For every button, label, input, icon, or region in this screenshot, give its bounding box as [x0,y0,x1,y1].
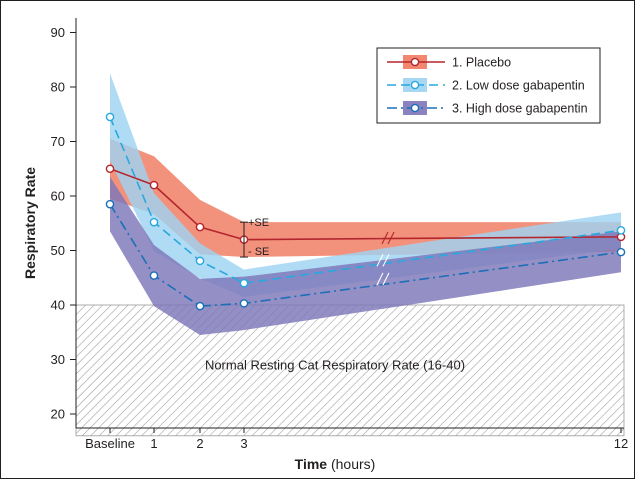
legend-label-2: 2. Low dose gabapentin [452,79,585,93]
break-mark [382,254,390,267]
point-series-2 [239,278,249,288]
se-lower-label: - SE [248,246,269,258]
point-series-2 [616,226,626,235]
y-tick-label: 90 [51,25,65,40]
point-series-3 [195,301,205,311]
y-axis-title: Respiratory Rate [22,167,38,279]
confidence-bands [110,73,621,335]
x-axis-title-unit: (hours) [327,456,375,472]
break-mark [387,231,395,245]
band-series-3 [110,176,621,335]
x-tick-label: 12 [614,436,628,451]
legend-label-1: 1. Placebo [452,56,511,70]
y-tick-label: 20 [51,407,65,422]
x-tick-label: 1 [150,436,157,451]
x-tick-label: Baseline [85,436,135,451]
point-series-3 [149,271,159,280]
break-mark [376,272,384,286]
legend-marker-3 [410,103,420,113]
point-series-1 [195,222,205,232]
x-tick-label: 3 [240,436,247,451]
x-ticks: Baseline 1 2 3 12 [85,428,628,451]
y-tick-label: 70 [51,134,65,149]
band-series-1 [110,138,621,258]
legend-label-3: 3. High dose gabapentin [452,102,588,116]
axis-break-marks [376,231,395,286]
point-series-1 [149,180,159,190]
break-mark [382,272,390,286]
y-ticks: 20 30 40 50 60 70 80 90 [51,25,76,422]
point-series-2 [149,217,159,227]
point-series-3 [105,199,115,209]
x-axis-title: Time (hours) [295,456,376,472]
break-mark [376,254,384,267]
normal-range-label: Normal Resting Cat Respiratory Rate (16-… [205,357,465,372]
x-tick-label: 2 [196,436,203,451]
line-series-3 [109,203,622,307]
legend-marker-2 [410,80,420,90]
x-axis-title-main: Time [295,456,328,472]
y-tick-label: 40 [51,298,65,313]
band-series-2 [110,73,621,297]
point-series-2 [195,256,205,266]
y-tick-label: 80 [51,80,65,95]
se-annotation: +SE - SE [240,217,269,258]
se-upper-label: +SE [248,217,269,229]
point-series-3 [239,299,249,308]
legend-marker-1 [410,57,420,67]
point-series-1 [105,164,115,174]
series-points [105,112,626,311]
y-tick-label: 30 [51,352,65,367]
legend: 1. Placebo 2. Low dose gabapentin 3. High … [376,47,601,124]
point-series-3 [616,247,626,257]
point-series-2 [105,112,115,122]
break-mark [381,231,389,245]
y-tick-label: 50 [51,243,65,258]
y-tick-label: 60 [51,189,65,204]
